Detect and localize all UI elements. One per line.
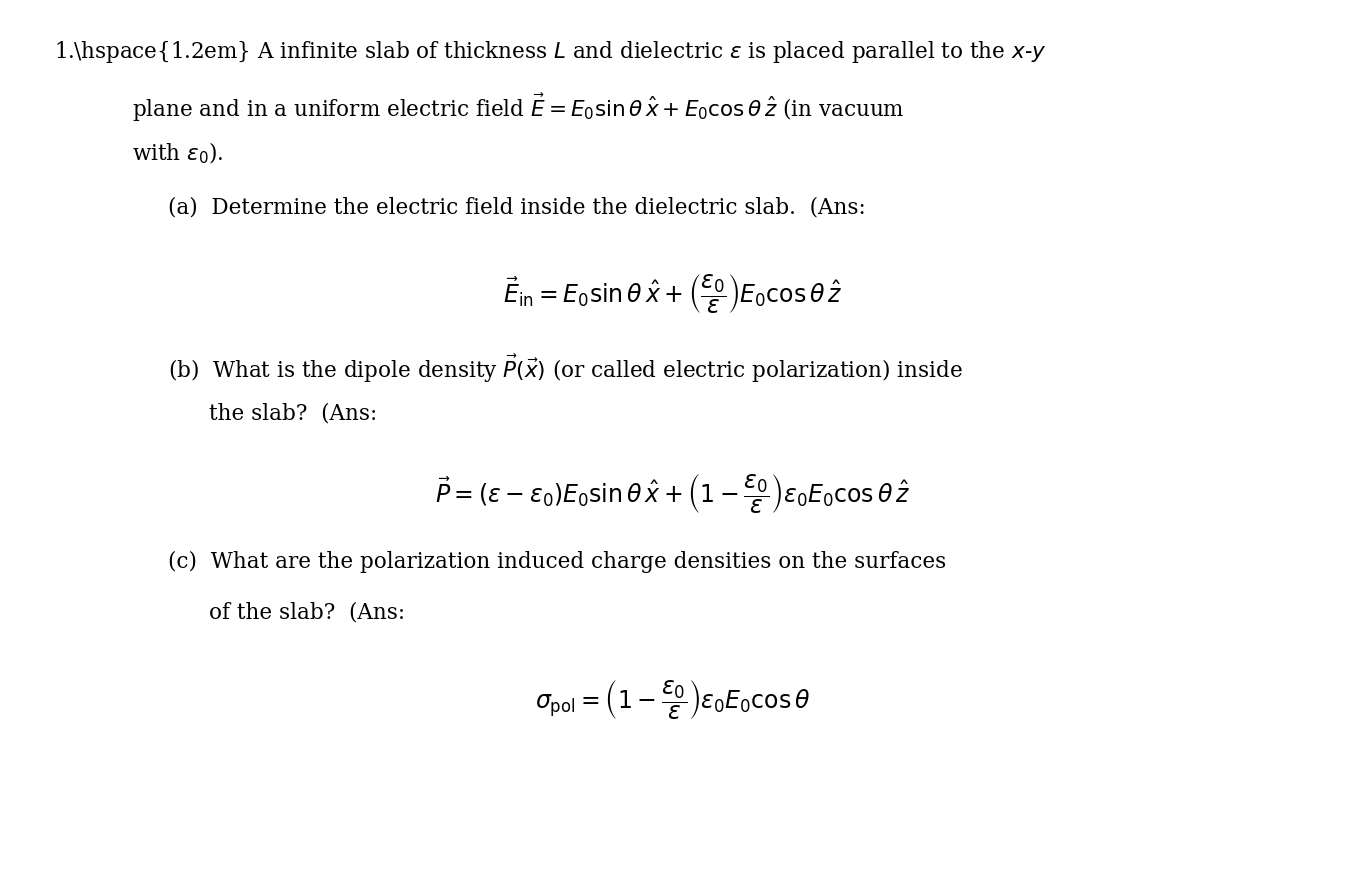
Text: $\sigma_{\mathrm{pol}} = \left(1 - \dfrac{\epsilon_0}{\epsilon}\right)\epsilon_0: $\sigma_{\mathrm{pol}} = \left(1 - \dfra…: [536, 678, 810, 722]
Text: with $\epsilon_0$).: with $\epsilon_0$).: [132, 141, 223, 167]
Text: 1.\hspace{1.2em} A infinite slab of thickness $L$ and dielectric $\epsilon$ is p: 1.\hspace{1.2em} A infinite slab of thic…: [54, 39, 1046, 65]
Text: (c)  What are the polarization induced charge densities on the surfaces: (c) What are the polarization induced ch…: [168, 551, 946, 573]
Text: (b)  What is the dipole density $\vec{P}(\vec{x})$ (or called electric polarizat: (b) What is the dipole density $\vec{P}(…: [168, 353, 964, 385]
Text: of the slab?  (Ans:: of the slab? (Ans:: [209, 602, 405, 623]
Text: $\vec{E}_{\mathrm{in}} = E_0 \sin\theta\,\hat{x} + \left(\dfrac{\epsilon_0}{\eps: $\vec{E}_{\mathrm{in}} = E_0 \sin\theta\…: [503, 272, 843, 316]
Text: plane and in a uniform electric field $\vec{E} = E_0 \sin\theta\,\hat{x} + E_0\c: plane and in a uniform electric field $\…: [132, 92, 905, 124]
Text: the slab?  (Ans:: the slab? (Ans:: [209, 403, 377, 425]
Text: (a)  Determine the electric field inside the dielectric slab.  (Ans:: (a) Determine the electric field inside …: [168, 196, 865, 218]
Text: $\vec{P} = (\epsilon - \epsilon_0)E_0\sin\theta\,\hat{x} + \left(1 - \dfrac{\eps: $\vec{P} = (\epsilon - \epsilon_0)E_0\si…: [435, 473, 911, 516]
